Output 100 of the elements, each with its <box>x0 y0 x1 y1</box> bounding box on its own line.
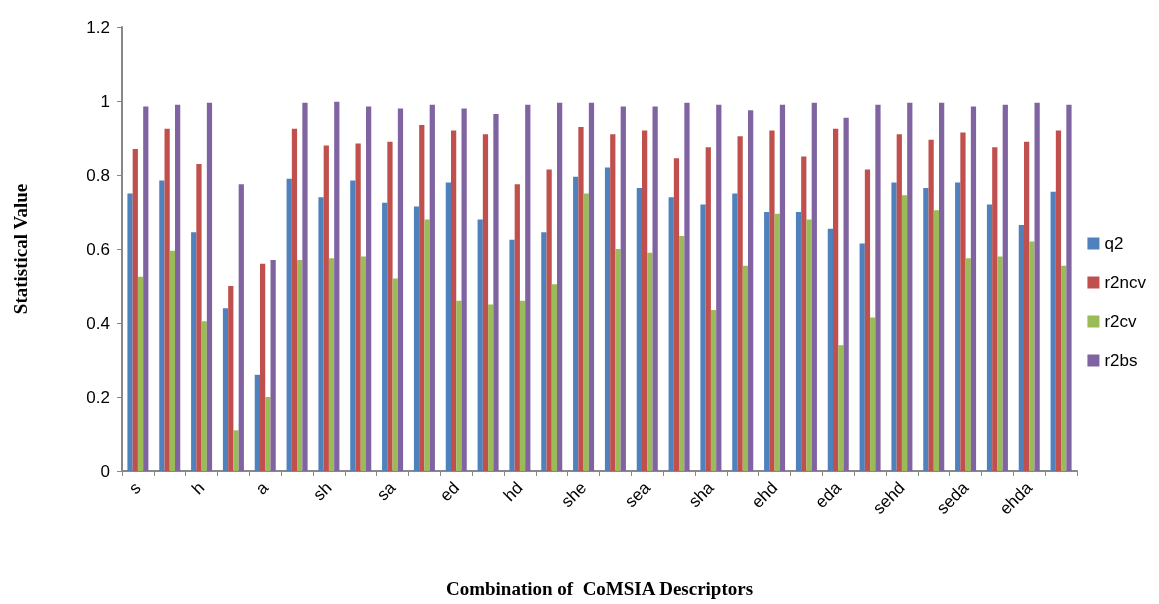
bar <box>986 204 993 471</box>
x-tick-label: ed <box>436 478 463 506</box>
bar <box>907 102 913 471</box>
bar <box>519 300 526 471</box>
bar <box>843 117 849 471</box>
bar <box>710 310 717 471</box>
bar <box>939 102 945 471</box>
bar <box>716 104 722 471</box>
legend-label: r2bs <box>1104 351 1138 370</box>
bar <box>636 187 642 471</box>
bar <box>764 212 770 471</box>
bar <box>392 278 398 471</box>
bar <box>838 345 844 471</box>
bar <box>397 108 404 471</box>
bar <box>413 206 420 471</box>
bar <box>260 263 266 471</box>
bar <box>620 106 626 471</box>
bar <box>737 136 743 471</box>
bar <box>933 210 939 471</box>
x-tick-label: sh <box>309 478 336 505</box>
bar <box>833 128 839 471</box>
bar <box>647 252 653 471</box>
x-tick-label: a <box>251 477 273 499</box>
bar <box>652 106 658 471</box>
bar <box>424 219 430 471</box>
bar <box>859 243 865 471</box>
x-tick-label: sea <box>621 477 655 512</box>
legend-label: r2ncv <box>1104 273 1147 292</box>
bar <box>191 232 197 471</box>
y-tick-label: 0.6 <box>86 239 110 259</box>
bar <box>270 260 276 471</box>
y-axis-title: Statistical Value <box>10 183 31 315</box>
x-tick-label: hd <box>499 478 527 506</box>
x-tick-label: s <box>125 478 145 498</box>
bar <box>811 102 817 471</box>
bar <box>328 258 335 471</box>
bar <box>827 228 833 471</box>
bar <box>992 147 998 471</box>
bar <box>700 204 706 471</box>
bar <box>143 106 149 471</box>
bar <box>286 178 292 471</box>
bar <box>960 132 966 471</box>
bar <box>477 219 483 471</box>
bar <box>175 104 181 471</box>
bar <box>864 169 871 471</box>
y-tick-label: 1 <box>100 91 110 111</box>
bar <box>705 147 711 471</box>
bar <box>875 104 881 471</box>
bar <box>1029 241 1035 471</box>
bar <box>302 102 308 471</box>
y-tick-label: 0 <box>100 461 110 481</box>
legend-label: q2 <box>1104 234 1124 253</box>
x-tick-label: h <box>188 478 209 499</box>
bar <box>1018 224 1024 471</box>
bar <box>445 182 451 471</box>
bar <box>429 104 435 471</box>
bar <box>323 145 329 471</box>
bar <box>668 197 674 471</box>
bar <box>334 101 340 471</box>
bar <box>732 193 738 471</box>
bar <box>642 130 648 471</box>
bar <box>169 250 175 471</box>
bar <box>1024 141 1030 471</box>
bar <box>923 187 929 471</box>
bar <box>482 134 489 471</box>
bar <box>541 232 547 471</box>
bar <box>159 180 165 471</box>
x-tick-label: she <box>557 478 591 512</box>
bar <box>955 182 961 471</box>
bar <box>254 374 260 471</box>
bar <box>748 110 754 471</box>
bar <box>997 256 1003 471</box>
bar <box>461 108 467 471</box>
bar <box>795 212 802 471</box>
bar <box>896 134 902 471</box>
bar <box>127 193 133 471</box>
bar <box>493 113 499 471</box>
bar <box>509 239 515 471</box>
bar <box>684 102 690 471</box>
bar <box>801 156 807 471</box>
bar <box>514 184 520 471</box>
bar <box>488 304 494 471</box>
bar <box>350 180 356 471</box>
bar <box>525 104 531 471</box>
bar <box>355 143 361 471</box>
bar <box>742 265 748 471</box>
bar <box>1055 130 1062 471</box>
bar <box>456 300 462 471</box>
bar <box>387 141 393 471</box>
bar <box>583 193 589 471</box>
x-tick-label: sa <box>373 477 400 505</box>
legend-label: r2cv <box>1104 312 1138 331</box>
x-axis-title: Combination of CoMSIA Descriptors <box>445 578 754 599</box>
bar <box>1061 265 1067 471</box>
bar <box>419 125 425 471</box>
bar <box>366 106 372 471</box>
bar <box>610 134 616 471</box>
bar <box>137 276 144 471</box>
bar <box>360 256 366 471</box>
bar <box>196 163 202 471</box>
